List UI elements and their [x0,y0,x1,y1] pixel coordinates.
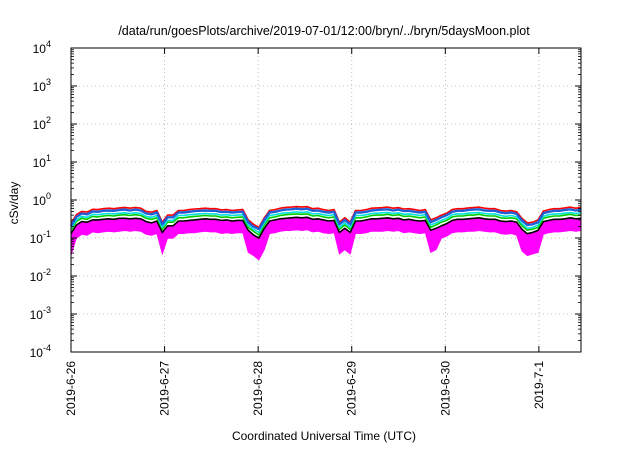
x-tick-label: 2019-6-28 [251,361,265,416]
y-tick-label: 10-3 [30,305,51,322]
x-tick-label: 2019-6-27 [158,361,172,416]
series-line [70,216,582,239]
series-band [70,217,582,261]
x-tick-label: 2019-6-30 [438,361,452,416]
x-axis-label: Coordinated Universal Time (UTC) [232,429,416,443]
y-tick-exponent: -2 [43,267,51,277]
y-tick-label: 103 [33,77,51,94]
y-tick-exponent: 0 [46,191,51,201]
series-line [70,211,582,234]
y-tick-label: 100 [33,191,51,208]
chart-title: /data/run/goesPlots/archive/2019-07-01/1… [118,24,530,38]
plot-frame [70,47,582,353]
y-tick-label: 10-2 [30,267,51,284]
series-line [70,213,582,236]
series-layer [69,205,582,261]
y-tick-exponent: -1 [43,229,51,239]
y-tick-label: 10-4 [30,343,51,360]
x-tick-label: 2019-6-29 [345,361,359,416]
x-tick-label: 2019-7-1 [532,361,546,409]
y-tick-label: 10-1 [30,229,51,246]
y-tick-exponent: 2 [46,115,51,125]
y-tick-label: 101 [33,153,51,170]
y-tick-exponent: -4 [43,343,51,353]
y-tick-label: 104 [33,39,51,56]
series-line [70,205,582,229]
y-tick-exponent: 1 [46,153,51,163]
y-tick-exponent: 4 [46,39,51,49]
y-tick-exponent: -3 [43,305,51,315]
grid-layer [71,48,581,352]
x-tick-label: 2019-6-26 [64,361,78,416]
y-tick-label: 102 [33,115,51,132]
series-line [69,207,582,231]
y-axis-label: cSv/day [7,182,21,225]
y-tick-exponent: 3 [46,77,51,87]
